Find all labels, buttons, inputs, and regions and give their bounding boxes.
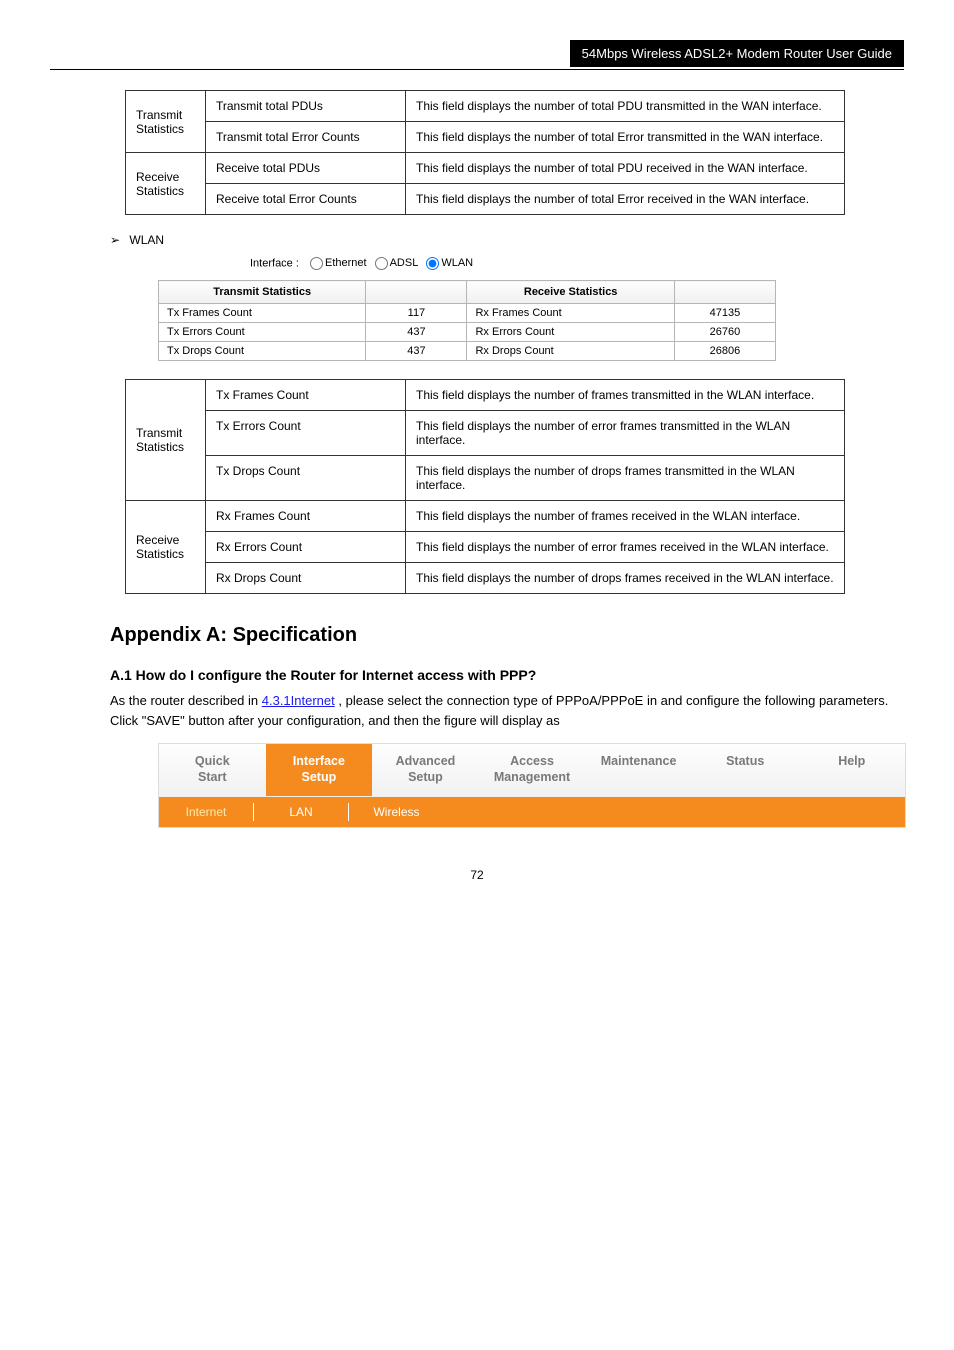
params-desc: This field displays the number of drops … — [406, 563, 845, 594]
appendix-subheading: A.1 How do I configure the Router for In… — [110, 667, 904, 683]
stats-cell: 26806 — [674, 342, 775, 361]
stats-cell: 437 — [366, 342, 467, 361]
wlan-bullet-label: WLAN — [129, 233, 164, 247]
params-group-label: Transmit Statistics — [126, 380, 206, 501]
table-row: Tx Errors Count437Rx Errors Count26760 — [159, 323, 776, 342]
tx-stats-header: Transmit Statistics — [159, 281, 366, 304]
wlan-params-table: Transmit StatisticsTx Frames CountThis f… — [125, 379, 845, 594]
stats-cell: 26760 — [674, 323, 775, 342]
nav-tab-quick[interactable]: QuickStart — [159, 744, 266, 795]
doc-header: 54Mbps Wireless ADSL2+ Modem Router User… — [50, 40, 904, 70]
nav-subtab-wireless[interactable]: Wireless — [349, 803, 444, 821]
params-desc: This field displays the number of drops … — [406, 456, 845, 501]
nav-container: QuickStartInterfaceSetupAdvancedSetupAcc… — [158, 743, 906, 827]
stats-cell: 117 — [366, 304, 467, 323]
params-group-label: Receive Statistics — [126, 501, 206, 594]
interface-radio-wlan[interactable] — [426, 257, 439, 270]
adsl-params-table: Transmit StatisticsTransmit total PDUsTh… — [125, 90, 845, 215]
nav-tab-help[interactable]: Help — [798, 744, 905, 795]
nav-tab-interface[interactable]: InterfaceSetup — [266, 744, 373, 795]
params-desc: This field displays the number of frames… — [406, 380, 845, 411]
nav-tab-advanced[interactable]: AdvancedSetup — [372, 744, 479, 795]
doc-header-title: 54Mbps Wireless ADSL2+ Modem Router User… — [570, 40, 904, 67]
params-desc: This field displays the number of total … — [406, 91, 845, 122]
params-desc: This field displays the number of error … — [406, 411, 845, 456]
appendix-paragraph: As the router described in 4.3.1Internet… — [110, 691, 890, 731]
params-name: Rx Drops Count — [206, 563, 406, 594]
interface-label: Interface : — [250, 257, 299, 269]
stats-cell: Rx Errors Count — [467, 323, 674, 342]
params-name: Receive total PDUs — [206, 153, 406, 184]
params-name: Tx Drops Count — [206, 456, 406, 501]
interface-option-label: Ethernet — [325, 257, 367, 269]
internet-section-link[interactable]: 4.3.1Internet — [262, 693, 335, 708]
chevron-right-icon: ➢ — [110, 233, 120, 247]
wlan-bullet: ➢ WLAN — [110, 233, 904, 247]
stats-cell: 437 — [366, 323, 467, 342]
params-name: Tx Errors Count — [206, 411, 406, 456]
table-row: Tx Frames Count117Rx Frames Count47135 — [159, 304, 776, 323]
params-desc: This field displays the number of total … — [406, 184, 845, 215]
nav-subtab-internet[interactable]: Internet — [159, 803, 254, 821]
params-desc: This field displays the number of total … — [406, 153, 845, 184]
page-number: 72 — [50, 868, 904, 882]
stats-cell: 47135 — [674, 304, 775, 323]
params-name: Transmit total Error Counts — [206, 122, 406, 153]
nav-tab-maintenance[interactable]: Maintenance — [585, 744, 692, 795]
nav-subtab-lan[interactable]: LAN — [254, 803, 349, 821]
params-desc: This field displays the number of error … — [406, 532, 845, 563]
interface-radio-adsl[interactable] — [375, 257, 388, 270]
stats-cell: Tx Frames Count — [159, 304, 366, 323]
params-group-label: Receive Statistics — [126, 153, 206, 215]
interface-option-label: ADSL — [390, 257, 419, 269]
params-desc: This field displays the number of total … — [406, 122, 845, 153]
params-name: Rx Errors Count — [206, 532, 406, 563]
appendix-heading: Appendix A: Specification — [110, 624, 904, 647]
table-row: Tx Drops Count437Rx Drops Count26806 — [159, 342, 776, 361]
params-name: Rx Frames Count — [206, 501, 406, 532]
nav-tab-access[interactable]: AccessManagement — [479, 744, 586, 795]
rx-stats-header: Receive Statistics — [467, 281, 674, 304]
stats-cell: Tx Drops Count — [159, 342, 366, 361]
stats-cell: Rx Frames Count — [467, 304, 674, 323]
nav-tab-status[interactable]: Status — [692, 744, 799, 795]
params-group-label: Transmit Statistics — [126, 91, 206, 153]
tx-value-header — [366, 281, 467, 304]
params-name: Transmit total PDUs — [206, 91, 406, 122]
params-desc: This field displays the number of frames… — [406, 501, 845, 532]
params-name: Tx Frames Count — [206, 380, 406, 411]
params-name: Receive total Error Counts — [206, 184, 406, 215]
interface-option-label: WLAN — [441, 257, 473, 269]
rx-value-header — [674, 281, 775, 304]
interface-radio-ethernet[interactable] — [310, 257, 323, 270]
para-before: As the router described in — [110, 693, 262, 708]
stats-cell: Tx Errors Count — [159, 323, 366, 342]
wlan-stats-table: Transmit Statistics Receive Statistics T… — [158, 280, 776, 361]
interface-selector: Interface : Ethernet ADSL WLAN — [250, 257, 904, 270]
stats-cell: Rx Drops Count — [467, 342, 674, 361]
